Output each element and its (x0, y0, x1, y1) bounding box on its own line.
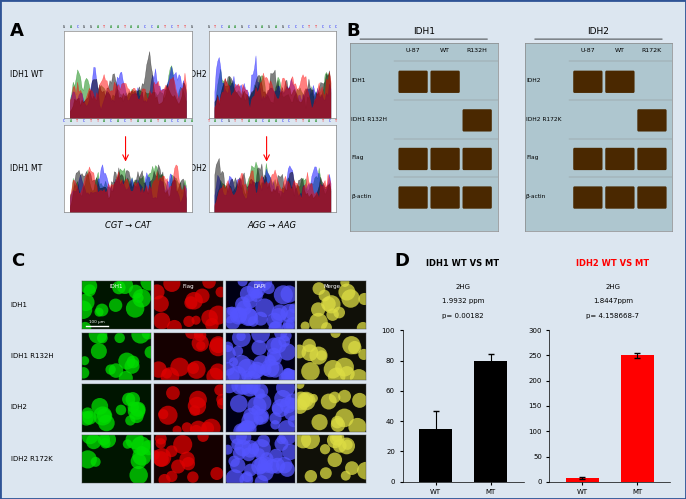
Text: IDH2 WT VS MT: IDH2 WT VS MT (576, 259, 650, 268)
Text: IDH1 WT VS MT: IDH1 WT VS MT (427, 259, 499, 268)
Text: IDH1: IDH1 (413, 26, 435, 35)
Text: A: A (10, 22, 24, 40)
Text: 2HG: 2HG (456, 284, 471, 290)
Text: D: D (394, 252, 409, 270)
Text: B: B (346, 22, 360, 40)
Text: IDH2 R172K: IDH2 R172K (11, 456, 52, 462)
Text: IDH2: IDH2 (587, 26, 609, 35)
Text: AGG → AAG: AGG → AAG (248, 222, 297, 231)
Text: 2HG: 2HG (605, 284, 620, 290)
Text: IDH1 MT: IDH1 MT (10, 164, 43, 173)
Text: p= 4.158668-7: p= 4.158668-7 (587, 313, 639, 319)
Text: p= 0.00182: p= 0.00182 (442, 313, 484, 319)
Text: IDH2 MT: IDH2 MT (189, 164, 221, 173)
Text: 1.9932 ppm: 1.9932 ppm (442, 298, 484, 304)
Text: IDH1 R132H: IDH1 R132H (11, 353, 54, 359)
Text: IDH2: IDH2 (11, 404, 27, 410)
Text: IDH2 WT: IDH2 WT (189, 70, 222, 79)
Text: 1.8447ppm: 1.8447ppm (593, 298, 633, 304)
Text: CGT → CAT: CGT → CAT (105, 222, 151, 231)
Text: C: C (11, 252, 24, 270)
Text: IDH1 WT: IDH1 WT (10, 70, 43, 79)
Text: IDH1: IDH1 (11, 301, 27, 307)
